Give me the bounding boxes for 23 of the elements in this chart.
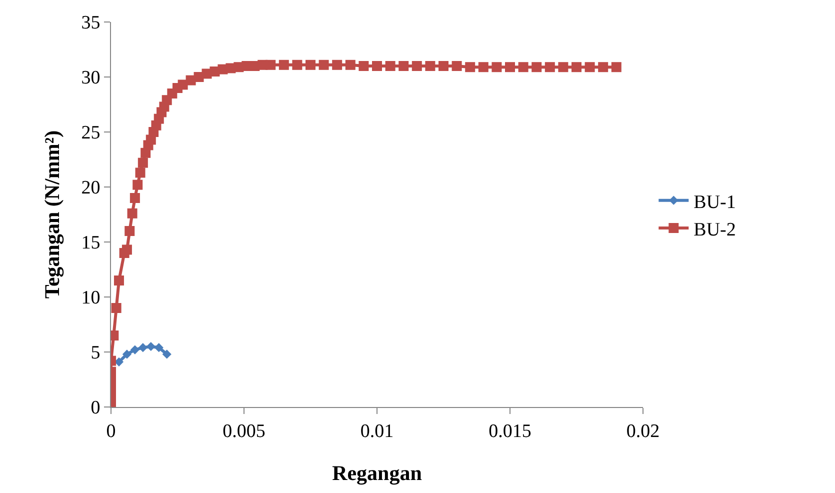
legend-label: BU-2 <box>694 219 736 240</box>
point <box>138 343 148 352</box>
y-tick-label: 10 <box>81 288 100 309</box>
x-tick-label: 0.015 <box>488 420 532 442</box>
x-tick-label: 0.005 <box>222 420 266 442</box>
y-tick-label: 0 <box>90 398 100 419</box>
y-tick-label: 5 <box>90 342 100 364</box>
x-tick-label: 0 <box>106 420 116 442</box>
point <box>162 350 172 359</box>
x-axis-title: Regangan <box>332 461 422 485</box>
y-tick-label: 25 <box>81 122 100 144</box>
y-axis-title: Tegangan (N/mm²) <box>40 130 64 299</box>
x-tick-label: 0.02 <box>626 420 660 442</box>
point <box>130 345 140 354</box>
legend-label: BU-1 <box>694 192 736 213</box>
y-tick-label: 30 <box>81 68 100 89</box>
point <box>146 342 156 352</box>
point <box>154 343 164 352</box>
point <box>122 350 132 359</box>
y-tick-label: 20 <box>81 178 100 199</box>
x-tick-label: 0.01 <box>360 420 394 442</box>
y-tick-label: 15 <box>81 232 100 254</box>
y-tick-label: 35 <box>81 12 100 34</box>
